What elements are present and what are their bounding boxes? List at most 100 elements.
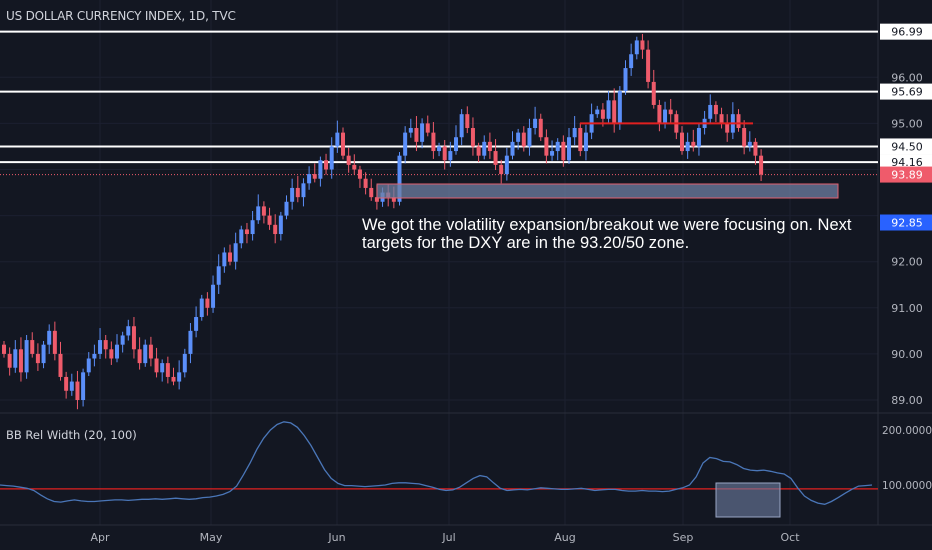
price-label: 94.16 <box>891 156 923 169</box>
indicator-tick-label: 100.0000 <box>882 480 932 492</box>
candle-body <box>685 141 690 152</box>
candle-body <box>7 353 12 368</box>
candle-body <box>346 155 351 165</box>
indicator-panel: 100.0000 200.0000 <box>0 421 932 518</box>
candle-body <box>233 243 238 262</box>
candle-body <box>273 224 278 235</box>
candle-body <box>527 128 532 147</box>
price-tick-label: 89.00 <box>891 394 923 407</box>
indicator-highlight-box <box>715 482 781 518</box>
candle-body <box>2 344 6 354</box>
candle-body <box>431 132 436 152</box>
chart-title: US DOLLAR CURRENCY INDEX, 1D, TVC <box>6 9 236 23</box>
price-label: 95.69 <box>891 86 923 99</box>
candle-body <box>403 132 408 156</box>
candle-body <box>148 344 153 359</box>
time-tick-label: Jul <box>441 531 455 544</box>
candle-body <box>719 114 724 124</box>
time-tick-label: Jun <box>327 531 345 544</box>
candle-body <box>482 141 487 156</box>
candle-body <box>290 187 295 202</box>
candle-body <box>544 137 549 156</box>
candle-body <box>487 141 492 152</box>
price-label: 94.50 <box>891 140 923 153</box>
candle-body <box>103 340 108 350</box>
candle-body <box>612 100 617 124</box>
candle-body <box>41 344 46 364</box>
candle-body <box>640 40 645 50</box>
candle-body <box>171 376 176 382</box>
candle-body <box>425 123 430 133</box>
candle-body <box>318 160 323 179</box>
candle-body <box>58 353 63 377</box>
candle-body <box>533 118 538 129</box>
candle-body <box>374 197 379 202</box>
candle-body <box>617 91 622 124</box>
candle-body <box>753 141 758 156</box>
candle-body <box>759 155 764 175</box>
candle-body <box>64 376 69 391</box>
candle-body <box>307 174 312 184</box>
time-tick-label: Oct <box>780 531 800 544</box>
candle-body <box>691 141 696 147</box>
last-price-badge <box>880 166 932 183</box>
indicator-title: BB Rel Width (20, 100) <box>6 428 137 442</box>
candle-body <box>211 284 216 308</box>
indicator-tick-label: 200.0000 <box>882 425 932 437</box>
candle-body <box>567 137 571 161</box>
candle-body <box>397 155 402 202</box>
candle-body <box>352 164 357 170</box>
candle-body <box>504 155 509 175</box>
time-tick-label: May <box>200 531 223 544</box>
candle-body <box>680 132 684 152</box>
price-label-bg <box>880 214 932 231</box>
candle-body <box>216 266 221 285</box>
price-label: 96.99 <box>891 26 923 39</box>
candle-body <box>516 132 521 142</box>
candle-body <box>578 128 583 152</box>
candle-body <box>335 132 340 147</box>
candle-body <box>713 104 718 115</box>
candle-body <box>222 252 227 267</box>
candle-body <box>228 252 232 262</box>
candle-body <box>725 123 730 133</box>
candle-body <box>165 363 170 377</box>
candle-body <box>470 128 475 147</box>
candle-body <box>329 146 334 170</box>
candle-body <box>606 100 611 119</box>
candle-body <box>510 141 515 156</box>
candle-body <box>538 118 543 138</box>
candle-body <box>465 114 470 129</box>
candle-body <box>250 220 255 235</box>
candle-body <box>363 178 368 188</box>
candle-body <box>120 335 125 345</box>
candle-body <box>600 109 605 119</box>
horizontal-levels <box>0 30 878 176</box>
price-label-bg <box>880 154 932 171</box>
price-tick-label: 95.00 <box>891 117 923 130</box>
candle-body <box>81 372 86 400</box>
candle-body <box>30 340 35 354</box>
candle-body <box>357 169 362 179</box>
candle-body <box>454 137 458 152</box>
candle-body <box>408 128 413 133</box>
candle-body <box>261 206 266 216</box>
candle-body <box>696 128 701 147</box>
candle-body <box>324 160 329 170</box>
candle-body <box>205 298 210 308</box>
candle-body <box>657 104 662 124</box>
indicator-line <box>0 421 873 505</box>
candle-body <box>75 381 80 400</box>
candle-body <box>239 229 244 244</box>
time-tick-label: Sep <box>673 531 694 544</box>
candle-body <box>86 358 91 373</box>
candle-body <box>267 215 272 225</box>
candle-body <box>629 54 634 69</box>
price-tick-label: 90.00 <box>891 348 923 361</box>
candle-body <box>476 146 481 156</box>
candle-body <box>448 151 453 161</box>
candle-body <box>109 349 114 359</box>
